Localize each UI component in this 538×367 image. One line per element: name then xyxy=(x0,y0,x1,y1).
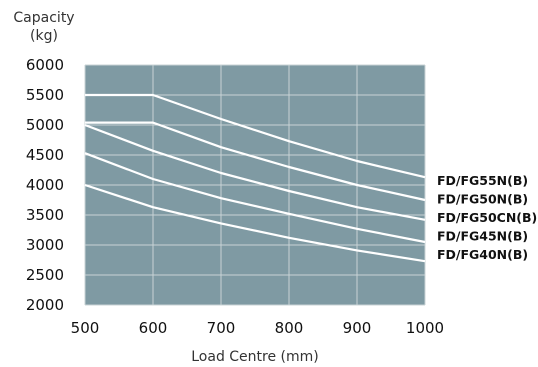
series-line-3 xyxy=(84,152,426,244)
y-tick-label: 4500 xyxy=(26,146,64,164)
series-line-4 xyxy=(84,183,426,263)
series-labels: FD/FG55N(B) FD/FG50N(B) FD/FG50CN(B) FD/FG4… xyxy=(437,173,537,262)
y-tick-label: 2500 xyxy=(26,266,64,284)
series-label-3: FD/FG45N(B) xyxy=(437,229,528,244)
x-tick-label: 600 xyxy=(139,319,168,337)
y-tick-label: 3500 xyxy=(26,206,64,224)
x-tick-label: 700 xyxy=(207,319,236,337)
x-tick-label: 900 xyxy=(343,319,372,337)
y-axis-title-line1: Capacity xyxy=(13,10,74,26)
series-line-2 xyxy=(84,123,426,221)
series-lines xyxy=(84,93,426,263)
y-tick-label: 3000 xyxy=(26,236,64,254)
x-tick-label: 1000 xyxy=(406,319,444,337)
x-tick-label: 500 xyxy=(71,319,100,337)
y-tick-label: 2000 xyxy=(26,296,64,314)
y-axis-ticks: 2000 2500 3000 3500 4000 4500 5000 5500 6000 xyxy=(26,56,64,314)
y-axis-title-line2: (kg) xyxy=(30,28,58,44)
series-label-0: FD/FG55N(B) xyxy=(437,173,528,188)
y-tick-label: 5000 xyxy=(26,116,64,134)
series-label-1: FD/FG50N(B) xyxy=(437,192,528,207)
series-line-1 xyxy=(85,121,426,202)
series-label-2: FD/FG50CN(B) xyxy=(437,210,537,225)
x-axis-ticks: 500 600 700 800 900 1000 xyxy=(71,319,444,337)
x-axis-title: Load Centre (mm) xyxy=(191,349,319,365)
y-tick-label: 4000 xyxy=(26,176,64,194)
y-tick-label: 5500 xyxy=(26,86,64,104)
series-line-0 xyxy=(85,93,426,179)
y-tick-label: 6000 xyxy=(26,56,64,74)
x-tick-label: 800 xyxy=(275,319,304,337)
series-label-4: FD/FG40N(B) xyxy=(437,247,528,262)
